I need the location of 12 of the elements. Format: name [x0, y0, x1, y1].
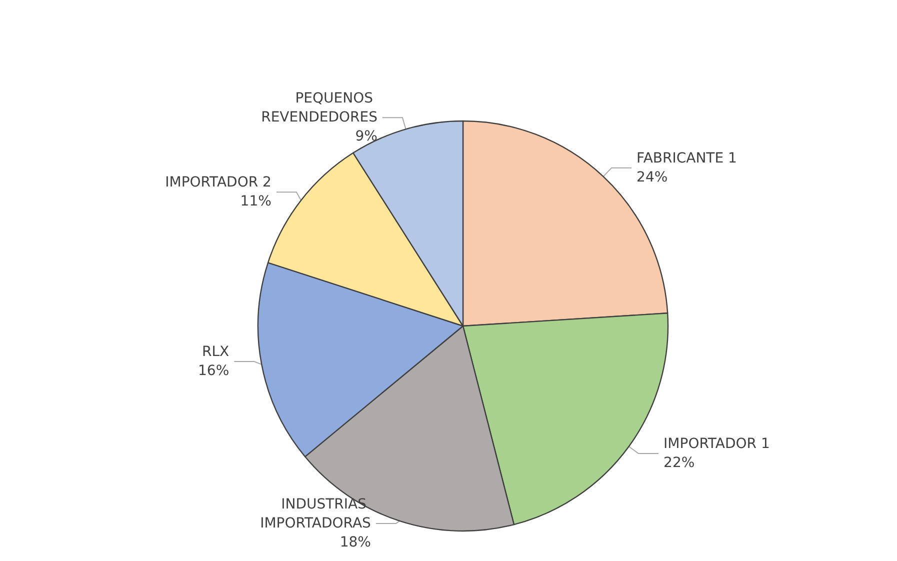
data-label: 11% — [240, 194, 272, 210]
data-label: 16% — [198, 363, 230, 380]
data-label: 24% — [636, 169, 668, 186]
slice-label: RLX — [202, 344, 230, 360]
slice-label: INDUSTRIAS IMPORTADORAS — [260, 496, 372, 532]
slice-label: FABRICANTE 1 — [636, 150, 737, 166]
slice-label: IMPORTADOR 2 — [165, 174, 272, 191]
data-label: 9% — [355, 128, 378, 145]
data-label: 18% — [340, 534, 371, 550]
slice-label: PEQUENOS REVENDEDORES — [261, 90, 378, 126]
data-label: 22% — [664, 455, 695, 472]
slice-label: IMPORTADOR 1 — [664, 436, 770, 452]
